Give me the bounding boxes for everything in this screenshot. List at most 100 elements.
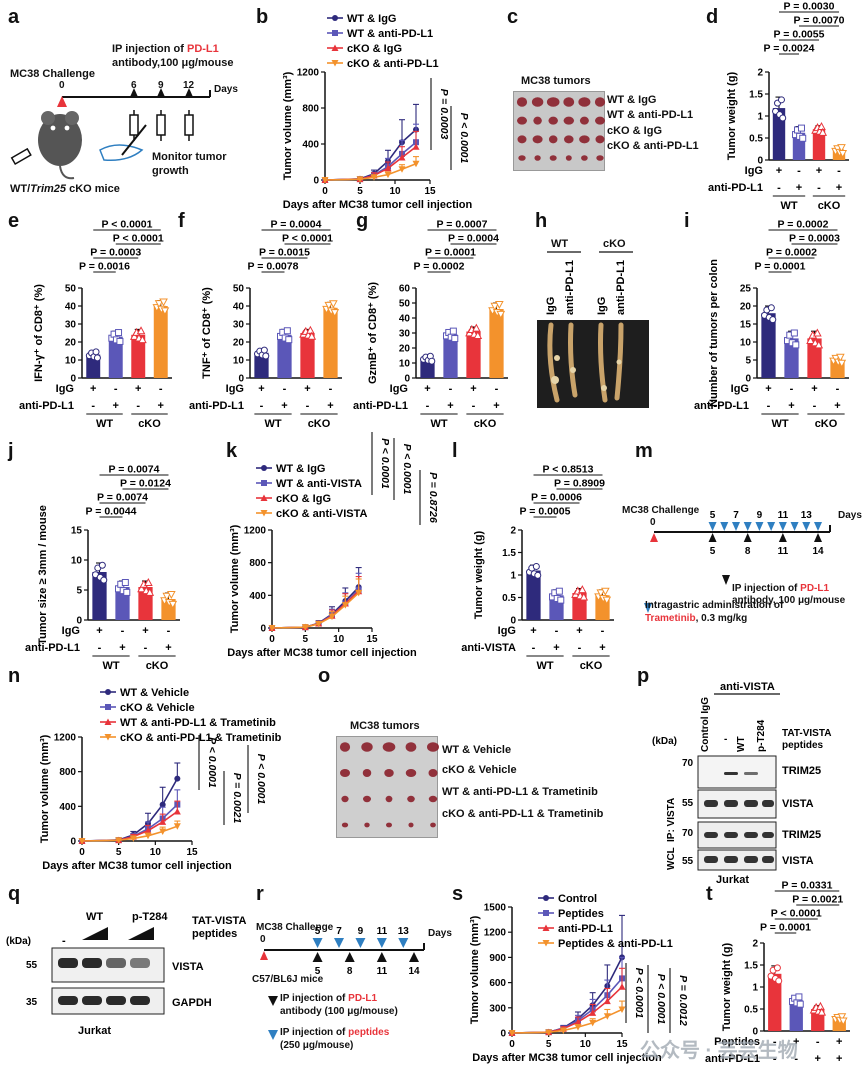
s-ytick-label: 600 bbox=[489, 978, 506, 989]
s-xtick-label: 15 bbox=[616, 1039, 628, 1050]
g-dot bbox=[428, 357, 436, 365]
d-dot bbox=[777, 96, 785, 104]
f-bar-group-2 bbox=[299, 325, 317, 378]
p-kda: (kDa) bbox=[652, 736, 677, 747]
l-dot bbox=[555, 587, 563, 595]
t-pvalue: P = 0.0021 bbox=[792, 894, 843, 906]
t-row2-sign: + bbox=[815, 1053, 821, 1065]
tumor-blob bbox=[341, 795, 349, 803]
s-point bbox=[559, 1027, 567, 1034]
m-black-tick: 8 bbox=[745, 546, 751, 557]
t-row2-sign: + bbox=[836, 1053, 842, 1065]
s-legend-marker bbox=[542, 940, 550, 947]
p-peptide-1: TAT-VISTA bbox=[782, 728, 831, 739]
panel-label-j: j bbox=[8, 440, 14, 462]
a-mice-label: WT/Trim25 cKO mice bbox=[10, 183, 120, 195]
i-bar-group-0 bbox=[761, 304, 777, 378]
chart-d-tumor-weight: 0 0.5 1 1.5 2 Tumor weight (g) IgG anti-PD-L1 + -… bbox=[708, 1, 849, 212]
l-row1-sign: - bbox=[601, 625, 605, 637]
b-ytick-label: 400 bbox=[302, 140, 319, 151]
f-row1-label: IgG bbox=[226, 383, 244, 395]
tumor-blob bbox=[339, 742, 351, 752]
a-challenge-label: MC38 Challenge bbox=[10, 68, 95, 80]
j-row1-label: IgG bbox=[62, 625, 80, 637]
m-black-triangle bbox=[778, 533, 787, 542]
g-ytick-label: 10 bbox=[399, 359, 411, 370]
c-title: MC38 tumors bbox=[521, 75, 591, 87]
l-row2-sign: - bbox=[578, 642, 582, 654]
t-bar bbox=[789, 1000, 803, 1031]
r-black-tick: 5 bbox=[315, 966, 321, 977]
s-pvalue: P < 0.0001 bbox=[633, 968, 645, 1019]
g-bar-group-3 bbox=[488, 301, 506, 378]
r-black-tick: 14 bbox=[408, 966, 420, 977]
r-legend-blue bbox=[268, 1030, 278, 1040]
s-pvalue: P < 0.0001 bbox=[655, 974, 667, 1025]
m-blue-triangle bbox=[720, 522, 729, 531]
f-row2-label: anti-PD-L1 bbox=[189, 400, 244, 412]
g-pvalue: P = 0.0004 bbox=[448, 233, 499, 245]
g-dot bbox=[495, 301, 504, 310]
g-row2-label: anti-PD-L1 bbox=[353, 400, 408, 412]
s-point bbox=[618, 983, 626, 990]
tumor-blob bbox=[516, 97, 528, 107]
d-pvalue: P = 0.0030 bbox=[784, 1, 835, 13]
m-black-tick: 11 bbox=[778, 546, 789, 557]
n-point bbox=[115, 837, 123, 844]
chart-b-tumor-volume: 0 400 800 1200 0 5 10 15 Days after MC38 tumor c… bbox=[282, 13, 473, 211]
n-ytick-label: 400 bbox=[59, 802, 76, 813]
t-row1-sign: - bbox=[816, 1036, 820, 1048]
j-row1-sign: + bbox=[142, 625, 148, 637]
k-xtick-label: 10 bbox=[333, 634, 345, 645]
tumor-blob bbox=[595, 135, 605, 144]
tumor-blob bbox=[341, 822, 349, 828]
j-pvalue: P = 0.0124 bbox=[120, 478, 171, 490]
f-bar-group-3 bbox=[322, 300, 340, 378]
r-ip2-1: IP injection of peptides bbox=[280, 1027, 390, 1038]
f-row2-sign: - bbox=[260, 400, 264, 412]
l-ytick-label: 1 bbox=[510, 571, 516, 582]
j-dot bbox=[168, 600, 178, 609]
a-tick-0: 0 bbox=[59, 80, 65, 91]
h-group-wt: WT bbox=[551, 238, 569, 250]
o-title: MC38 tumors bbox=[350, 720, 420, 732]
o-tumor-photo bbox=[336, 736, 439, 838]
a-monitor-2: growth bbox=[152, 165, 189, 177]
e-group-label: WT bbox=[96, 418, 113, 430]
tumor-blob bbox=[563, 116, 575, 125]
q-lane-pt284: p-T284 bbox=[132, 911, 168, 923]
m-blue-triangle bbox=[767, 522, 776, 531]
n-ytick-label: 800 bbox=[59, 767, 76, 778]
n-pvalue: P < 0.0001 bbox=[206, 737, 218, 788]
t-bar bbox=[768, 973, 782, 1031]
g-dot bbox=[496, 310, 506, 319]
b-legend-marker bbox=[331, 60, 339, 67]
d-dot bbox=[817, 122, 826, 131]
r-blue-triangle bbox=[355, 938, 366, 948]
tumor-blob bbox=[548, 135, 558, 144]
c-row-2: WT & anti-PD-L1 bbox=[607, 109, 694, 121]
p-band-2: VISTA bbox=[782, 798, 814, 810]
k-xtick-label: 5 bbox=[303, 634, 309, 645]
panel-o-photo: MC38 tumors WT & Vehicle cKO & Vehicle W… bbox=[330, 720, 630, 840]
b-point bbox=[384, 164, 392, 172]
s-point bbox=[589, 1009, 597, 1016]
k-point bbox=[301, 624, 309, 631]
g-bar-group-1 bbox=[443, 327, 459, 378]
f-ytick-label: 40 bbox=[233, 302, 245, 313]
o-row-1: WT & Vehicle bbox=[442, 744, 512, 756]
e-row1-sign: - bbox=[114, 383, 118, 395]
a-challenge-arrow bbox=[57, 96, 67, 107]
tumor-blob bbox=[405, 769, 417, 777]
t-ytick-label: 2 bbox=[752, 939, 758, 950]
s-legend-marker bbox=[543, 910, 549, 916]
b-ytick-label: 1200 bbox=[297, 68, 320, 79]
p-lane-4: p-T284 bbox=[756, 719, 767, 752]
f-pvalue: P = 0.0004 bbox=[271, 219, 322, 231]
n-ytick-label: 1200 bbox=[54, 733, 77, 744]
d-row1-sign: + bbox=[816, 165, 822, 177]
m-black-tick: 14 bbox=[812, 546, 824, 557]
t-bar-group-0 bbox=[767, 964, 783, 1031]
l-ytick-label: 1.5 bbox=[502, 548, 516, 559]
t-pvalue: P < 0.0001 bbox=[771, 908, 822, 920]
